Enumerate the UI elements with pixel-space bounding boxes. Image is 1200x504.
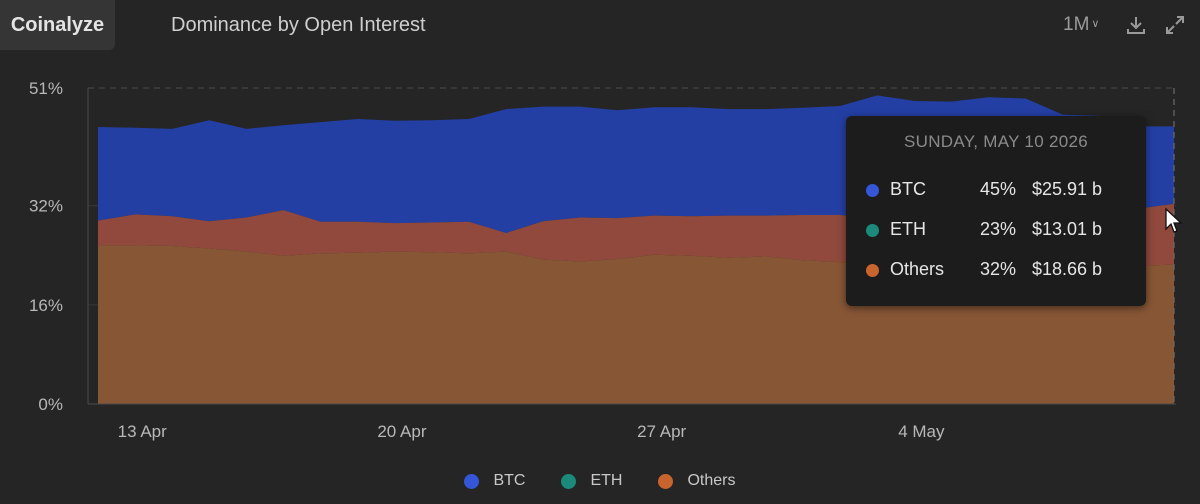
download-icon[interactable] <box>1124 13 1148 37</box>
y-tick-label: 0% <box>38 395 63 414</box>
tooltip-pct: 32% <box>979 259 1016 279</box>
others-dot-icon <box>866 264 879 277</box>
axes <box>87 88 1176 405</box>
period-value: 1M <box>1063 14 1090 35</box>
chart-legend: BTC ETH Others <box>0 470 1200 492</box>
legend-label: BTC <box>493 472 526 489</box>
x-axis-labels: 13 Apr 20 Apr 27 Apr 4 May <box>118 422 945 441</box>
legend-item-eth[interactable]: ETH <box>561 470 622 492</box>
legend-label: Others <box>687 472 736 489</box>
legend-item-others[interactable]: Others <box>658 470 736 492</box>
tooltip-pct: 23% <box>979 219 1016 239</box>
tooltip-name: Others <box>890 259 945 279</box>
legend-item-btc[interactable]: BTC <box>464 470 525 492</box>
tooltip-value: $18.66 b <box>1032 259 1103 279</box>
legend-label: ETH <box>590 472 623 489</box>
y-axis-labels: 51% 32% 16% 0% <box>29 79 63 414</box>
chart-header: Coinalyze Dominance by Open Interest 1M ∨ <box>0 0 1200 52</box>
tooltip-date: SUNDAY, MAY 10 2026 <box>904 132 1088 151</box>
btc-dot-icon <box>464 473 480 489</box>
tooltip-pct: 45% <box>979 179 1016 199</box>
brand-logo[interactable]: Coinalyze <box>0 0 115 50</box>
x-tick-label: 27 Apr <box>637 422 686 441</box>
y-tick-label: 16% <box>29 296 63 315</box>
others-dot-icon <box>658 473 674 489</box>
x-tick-label: 4 May <box>898 422 945 441</box>
tooltip-row-others: Others 32% $18.66 b <box>866 259 1136 283</box>
tooltip-row-eth: ETH 23% $13.01 b <box>866 219 1136 243</box>
expand-icon[interactable] <box>1163 13 1187 37</box>
x-tick-label: 13 Apr <box>118 422 167 441</box>
mouse-pointer-icon <box>1165 207 1183 233</box>
tooltip-name: ETH <box>890 219 926 239</box>
chevron-down-icon: ∨ <box>1091 18 1100 30</box>
tooltip: SUNDAY, MAY 10 2026 BTC 45% $25.91 b ETH… <box>846 116 1146 306</box>
tooltip-value: $13.01 b <box>1032 219 1103 239</box>
x-tick-label: 20 Apr <box>377 422 426 441</box>
tooltip-name: BTC <box>890 179 926 199</box>
chart-title: Dominance by Open Interest <box>171 14 426 36</box>
y-tick-label: 32% <box>29 197 63 216</box>
tooltip-value: $25.91 b <box>1032 179 1103 199</box>
tooltip-row-btc: BTC 45% $25.91 b <box>866 179 1136 203</box>
btc-dot-icon <box>866 184 879 197</box>
period-selector[interactable]: 1M ∨ <box>1063 14 1099 36</box>
eth-dot-icon <box>561 473 577 489</box>
y-tick-label: 51% <box>29 79 63 98</box>
eth-dot-icon <box>866 224 879 237</box>
